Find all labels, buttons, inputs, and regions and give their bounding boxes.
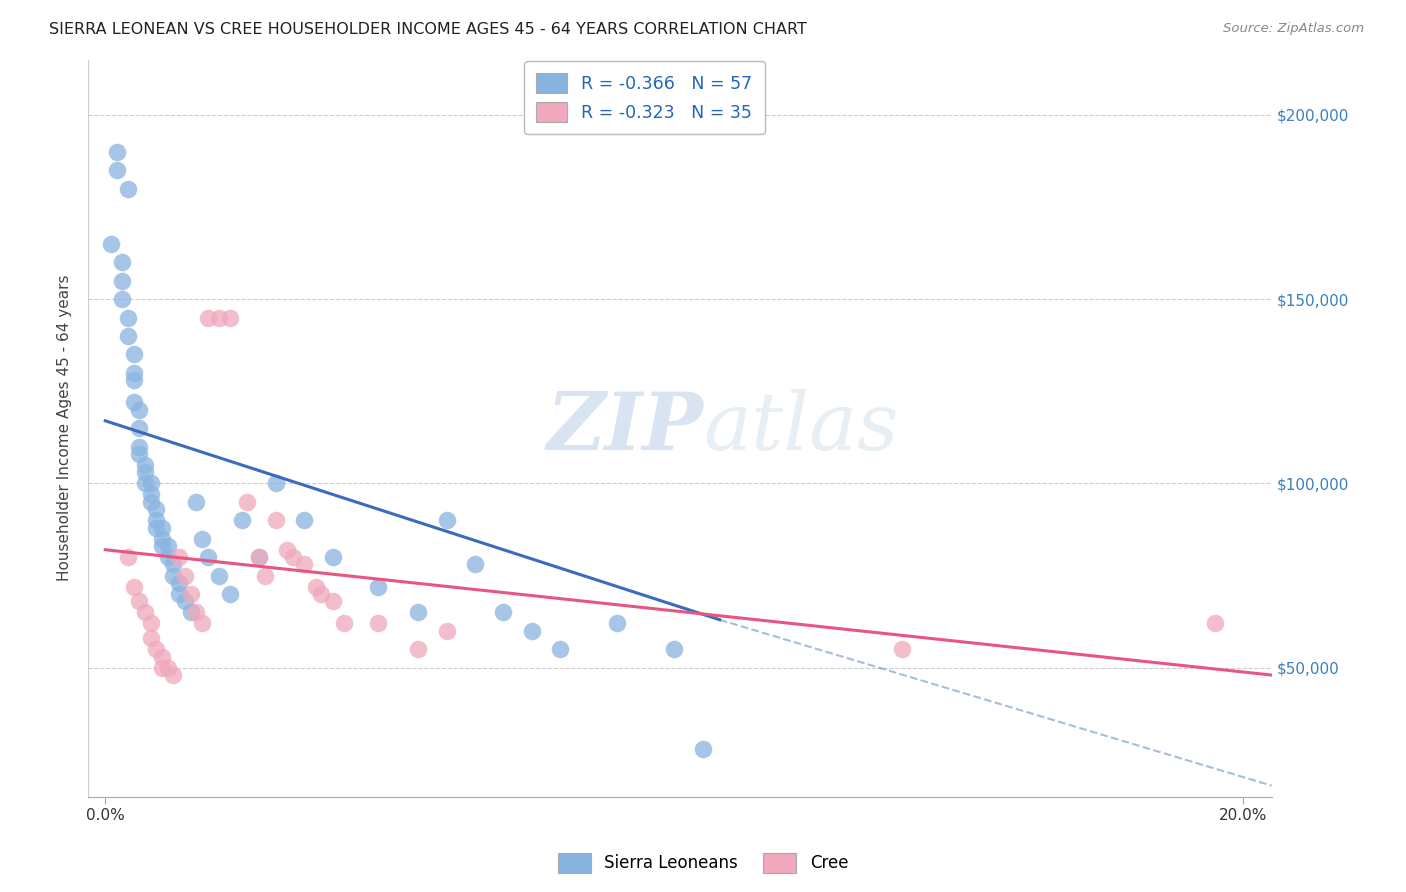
Point <box>191 532 214 546</box>
Point <box>305 580 328 594</box>
Point <box>367 616 389 631</box>
Point <box>117 329 139 343</box>
Point <box>117 550 139 565</box>
Point <box>180 606 202 620</box>
Point <box>606 616 628 631</box>
Point <box>162 568 184 582</box>
Point <box>122 366 145 380</box>
Point <box>281 550 304 565</box>
Point <box>367 580 389 594</box>
Point <box>156 550 179 565</box>
Point <box>333 616 356 631</box>
Point <box>219 310 242 325</box>
Point <box>150 539 173 553</box>
Point <box>134 606 156 620</box>
Point <box>105 145 128 159</box>
Point <box>145 513 167 527</box>
Point <box>139 487 162 501</box>
Point <box>180 587 202 601</box>
Point <box>186 606 208 620</box>
Point <box>100 236 122 251</box>
Point <box>145 521 167 535</box>
Point <box>128 402 150 417</box>
Point <box>139 476 162 491</box>
Y-axis label: Householder Income Ages 45 - 64 years: Householder Income Ages 45 - 64 years <box>58 275 72 582</box>
Point <box>128 594 150 608</box>
Point <box>139 495 162 509</box>
Point <box>406 606 429 620</box>
Point <box>436 513 458 527</box>
Point <box>150 661 173 675</box>
Point <box>150 532 173 546</box>
Point <box>208 310 231 325</box>
Point <box>664 642 686 657</box>
Point <box>236 495 259 509</box>
Point <box>191 616 214 631</box>
Point <box>464 558 486 572</box>
Point <box>197 550 219 565</box>
Text: Source: ZipAtlas.com: Source: ZipAtlas.com <box>1223 22 1364 36</box>
Point <box>692 741 714 756</box>
Point <box>134 466 156 480</box>
Point <box>139 631 162 645</box>
Point <box>156 661 179 675</box>
Point <box>1204 616 1226 631</box>
Point <box>122 580 145 594</box>
Text: SIERRA LEONEAN VS CREE HOUSEHOLDER INCOME AGES 45 - 64 YEARS CORRELATION CHART: SIERRA LEONEAN VS CREE HOUSEHOLDER INCOM… <box>49 22 807 37</box>
Point <box>128 440 150 454</box>
Point <box>111 255 134 269</box>
Point <box>128 421 150 435</box>
Point <box>134 476 156 491</box>
Point <box>247 550 270 565</box>
Point <box>231 513 253 527</box>
Text: atlas: atlas <box>703 390 898 467</box>
Point <box>890 642 912 657</box>
Point <box>145 642 167 657</box>
Text: ZIP: ZIP <box>547 390 703 467</box>
Point <box>134 458 156 472</box>
Point <box>167 550 190 565</box>
Point <box>128 447 150 461</box>
Point <box>139 616 162 631</box>
Point <box>292 513 315 527</box>
Point <box>150 521 173 535</box>
Point <box>186 495 208 509</box>
Point <box>406 642 429 657</box>
Point <box>122 347 145 361</box>
Point <box>162 558 184 572</box>
Point <box>150 649 173 664</box>
Point <box>322 550 344 565</box>
Point <box>167 576 190 591</box>
Point <box>117 181 139 195</box>
Point <box>219 587 242 601</box>
Point <box>173 568 195 582</box>
Point <box>122 395 145 409</box>
Point <box>264 513 287 527</box>
Point <box>105 163 128 178</box>
Point <box>145 502 167 516</box>
Point <box>492 606 515 620</box>
Point <box>550 642 572 657</box>
Point <box>264 476 287 491</box>
Point <box>197 310 219 325</box>
Point <box>117 310 139 325</box>
Point <box>111 274 134 288</box>
Point <box>276 542 298 557</box>
Point <box>253 568 276 582</box>
Point <box>156 539 179 553</box>
Point <box>436 624 458 638</box>
Point <box>247 550 270 565</box>
Point <box>208 568 231 582</box>
Point <box>167 587 190 601</box>
Point <box>173 594 195 608</box>
Point <box>162 668 184 682</box>
Point <box>292 558 315 572</box>
Point <box>111 292 134 306</box>
Point <box>322 594 344 608</box>
Point <box>311 587 333 601</box>
Legend: Sierra Leoneans, Cree: Sierra Leoneans, Cree <box>551 847 855 880</box>
Legend: R = -0.366   N = 57, R = -0.323   N = 35: R = -0.366 N = 57, R = -0.323 N = 35 <box>524 61 765 134</box>
Point <box>520 624 543 638</box>
Point <box>122 373 145 387</box>
